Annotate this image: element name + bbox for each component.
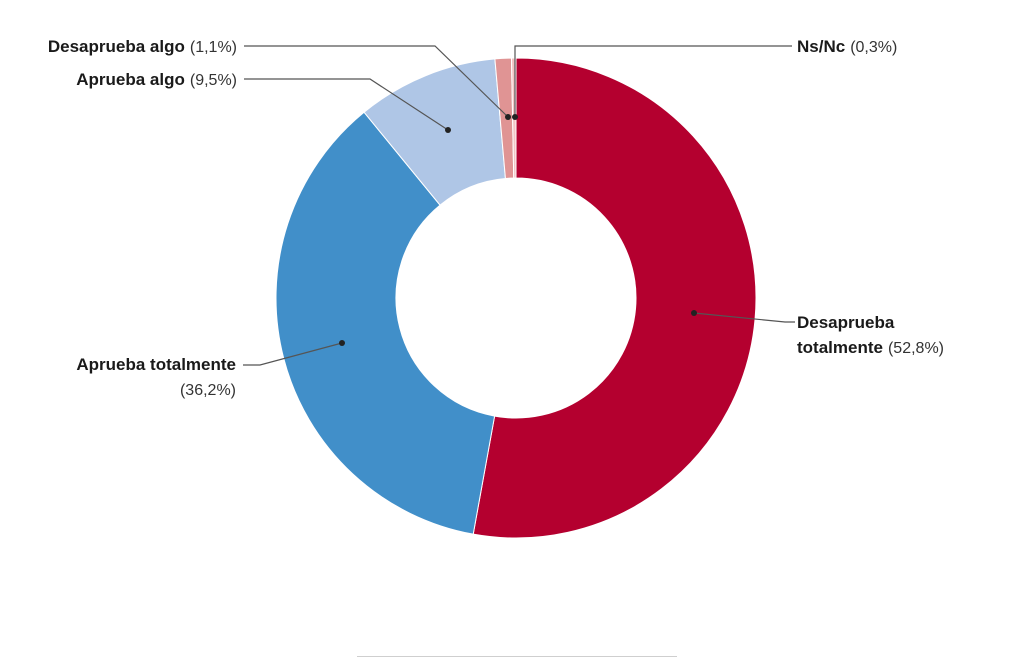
slice-label: Aprueba algo: [76, 70, 185, 89]
leader-line: [514, 45, 792, 117]
slice-desaprueba-totalmente: [472, 57, 757, 539]
slice-pct-label: (1,1%): [190, 39, 237, 56]
bottom-divider: [357, 656, 677, 657]
svg-text:Ns/Nc(0,3%): Ns/Nc (0,3%): [797, 37, 897, 56]
leader-line: [244, 78, 449, 131]
svg-text:Aprueba algo(9,5%): Aprueba algo (9,5%): [76, 70, 237, 89]
leader-line: [693, 312, 795, 323]
svg-text:totalmente(52,8%): totalmente (52,8%): [797, 338, 944, 357]
leader-dot: [691, 310, 697, 316]
slice-pct-label: (9,5%): [190, 72, 237, 89]
slice-pct-label: (36,2%): [180, 382, 236, 399]
label-desaprueba-algo: Desaprueba algo (1,1%): [48, 37, 511, 120]
slice-label-totalmente: totalmente: [797, 338, 883, 357]
slice-label-desaprueba: Desaprueba: [797, 313, 895, 332]
svg-text:Desaprueba algo(1,1%): Desaprueba algo (1,1%): [48, 37, 237, 56]
slice-label: Aprueba totalmente: [76, 355, 236, 374]
label-aprueba-totalmente: Aprueba totalmente (36,2%): [76, 340, 345, 399]
slice-label: Ns/Nc: [797, 37, 845, 56]
leader-dot: [505, 114, 511, 120]
slice-pct-label: (0,3%): [850, 39, 897, 56]
label-aprueba-algo: Aprueba algo (9,5%): [76, 70, 451, 133]
slice-pct-label: (52,8%): [888, 340, 944, 357]
donut-slices: [275, 57, 757, 539]
slice-aprueba-totalmente: [275, 111, 496, 535]
slice-label: Desaprueba algo: [48, 37, 185, 56]
label-desaprueba-totalmente: Desaprueba totalmente (52,8%): [691, 310, 944, 357]
leader-dot: [445, 127, 451, 133]
leader-line: [243, 342, 343, 366]
leader-dot: [512, 114, 518, 120]
leader-line: [244, 45, 509, 118]
leader-dot: [339, 340, 345, 346]
label-ns-nc: Ns/Nc (0,3%): [512, 37, 897, 120]
